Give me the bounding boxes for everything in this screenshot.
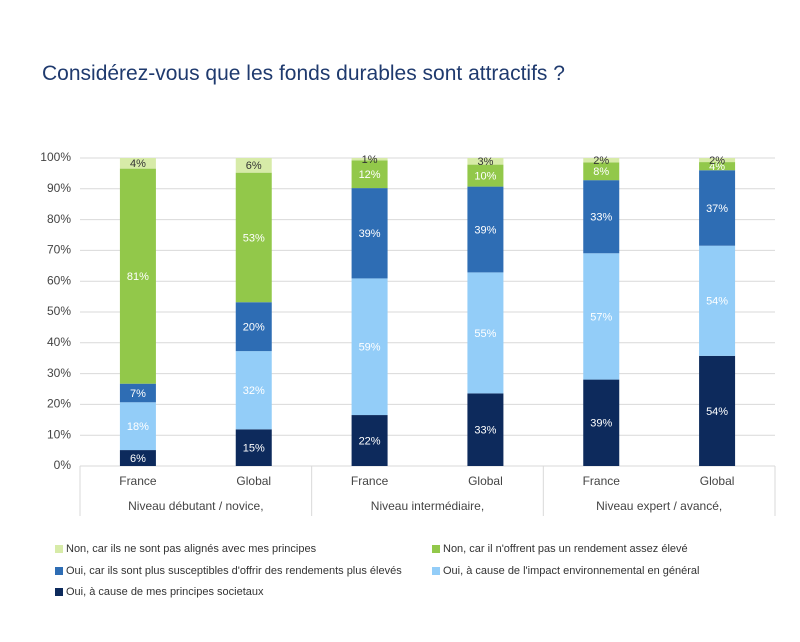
bar-segment xyxy=(235,302,272,352)
data-label: 37% xyxy=(706,203,728,215)
data-label: 3% xyxy=(477,156,493,168)
legend-swatch xyxy=(432,567,440,575)
data-label: 55% xyxy=(474,328,496,340)
y-tick-label: 70% xyxy=(47,243,71,257)
group-label: Niveau intermédiaire, xyxy=(371,499,484,513)
y-tick-label: 80% xyxy=(47,212,71,226)
bar-segment xyxy=(467,164,504,187)
bar-segment xyxy=(583,158,620,163)
bar-segment xyxy=(235,172,272,303)
x-tick-label: Global xyxy=(700,474,735,488)
y-tick-label: 0% xyxy=(54,458,72,472)
data-label: 15% xyxy=(243,443,265,455)
bar-segment xyxy=(699,170,736,246)
bar-segment xyxy=(351,158,388,161)
data-label: 39% xyxy=(359,228,381,240)
bar-segment xyxy=(467,158,504,165)
bar-segment xyxy=(583,253,620,380)
legend-text: Non, car il n'offrent pas un rendement a… xyxy=(443,543,688,555)
legend-swatch xyxy=(55,545,63,553)
data-label: 6% xyxy=(246,160,262,172)
data-label: 39% xyxy=(590,418,612,430)
data-label: 1% xyxy=(362,154,378,166)
bar-segment xyxy=(351,415,388,466)
data-label: 81% xyxy=(127,271,149,283)
bar-segment xyxy=(351,278,388,416)
bar-segment xyxy=(699,355,736,466)
x-tick-label: France xyxy=(119,474,157,488)
bar-segment xyxy=(119,450,156,466)
data-label: 53% xyxy=(243,232,265,244)
bar-segment xyxy=(583,162,620,181)
data-label: 32% xyxy=(243,385,265,397)
data-label: 2% xyxy=(709,155,725,167)
bar-segment xyxy=(583,379,620,466)
data-label: 57% xyxy=(590,311,612,323)
bar-segment xyxy=(119,383,156,403)
y-tick-label: 90% xyxy=(47,181,71,195)
bar-segment xyxy=(583,180,620,254)
data-label: 33% xyxy=(590,212,612,224)
y-tick-label: 50% xyxy=(47,304,71,318)
bar-segment xyxy=(467,393,504,466)
data-label: 6% xyxy=(130,453,146,465)
data-label: 59% xyxy=(359,342,381,354)
y-tick-label: 100% xyxy=(40,150,71,164)
x-tick-label: France xyxy=(351,474,389,488)
y-tick-label: 10% xyxy=(47,427,71,441)
legend-text: Oui, car ils sont plus susceptibles d'of… xyxy=(66,565,402,577)
bar-segment xyxy=(699,245,736,356)
x-tick-label: Global xyxy=(468,474,503,488)
legend-swatch xyxy=(55,588,63,596)
data-label: 54% xyxy=(706,406,728,418)
data-label: 12% xyxy=(359,169,381,181)
data-label: 18% xyxy=(127,421,149,433)
bar-segment xyxy=(119,158,156,169)
bar-segment xyxy=(119,402,156,451)
group-label: Niveau débutant / novice, xyxy=(128,499,263,513)
data-label: 8% xyxy=(593,166,609,178)
legend-swatch xyxy=(55,567,63,575)
bar-segment xyxy=(235,158,272,173)
data-label: 2% xyxy=(593,155,609,167)
data-label: 33% xyxy=(474,425,496,437)
bar-segment xyxy=(351,188,388,279)
y-tick-label: 60% xyxy=(47,273,71,287)
data-label: 20% xyxy=(243,322,265,334)
legend-swatch xyxy=(432,545,440,553)
data-label: 7% xyxy=(130,388,146,400)
bar-segment xyxy=(235,351,272,430)
bar-segment xyxy=(467,272,504,394)
bar-segment xyxy=(119,168,156,384)
group-label: Niveau expert / avancé, xyxy=(596,499,722,513)
x-tick-label: France xyxy=(583,474,621,488)
x-tick-label: Global xyxy=(236,474,271,488)
data-label: 22% xyxy=(359,435,381,447)
bar-segment xyxy=(467,186,504,273)
bar-segment xyxy=(351,160,388,189)
y-tick-label: 40% xyxy=(47,335,71,349)
data-label: 4% xyxy=(709,161,725,173)
data-label: 10% xyxy=(474,171,496,183)
chart-title: Considérez-vous que les fonds durables s… xyxy=(42,62,565,85)
data-label: 39% xyxy=(474,224,496,236)
bar-segment xyxy=(699,162,736,171)
data-label: 4% xyxy=(130,158,146,170)
bar-segment xyxy=(699,158,736,163)
y-tick-label: 20% xyxy=(47,397,71,411)
y-tick-label: 30% xyxy=(47,366,71,380)
legend-text: Oui, à cause de l'impact environnemental… xyxy=(443,565,699,577)
legend-text: Non, car ils ne sont pas alignés avec me… xyxy=(66,543,317,555)
legend-text: Oui, à cause de mes principes societaux xyxy=(66,586,264,598)
data-label: 54% xyxy=(706,296,728,308)
bar-segment xyxy=(235,429,272,466)
